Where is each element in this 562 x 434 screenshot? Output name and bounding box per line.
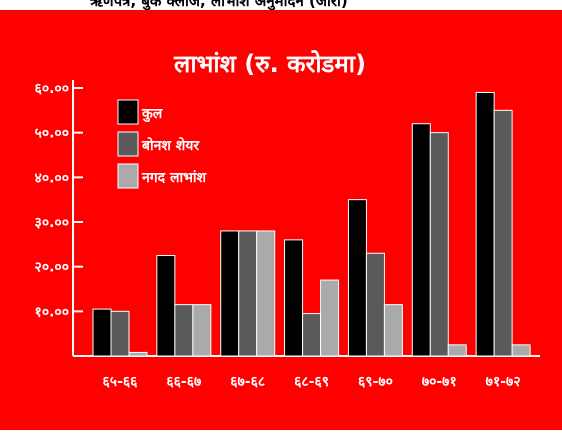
banner-text: ऋणपत्र, बुक क्लोज, लाभांश अनुमोदन (जारी) — [90, 0, 348, 10]
x-tick-label: ६५-६६ — [103, 374, 139, 390]
y-tick-label: ३०.०० — [35, 215, 69, 231]
bar-cash-dividend — [256, 230, 276, 357]
bar-total — [347, 199, 367, 357]
chart-title: लाभांश (रु. करोडमा) — [173, 50, 366, 78]
chart-panel: लाभांश (रु. करोडमा) १०.०० २०.०० ३०.०० ४०.००… — [0, 10, 562, 430]
x-tick-label: ६८-६९ — [294, 374, 329, 390]
legend-label: नगद लाभांश — [141, 170, 207, 186]
bar-total — [92, 308, 112, 357]
x-tick-label: ६७-६८ — [230, 374, 265, 390]
bar-bonus-share — [429, 132, 449, 357]
bar-total — [475, 91, 495, 357]
x-tick-label: ६९-७० — [358, 374, 393, 390]
x-tick-label: ७०-७१ — [422, 374, 457, 390]
y-tick-label: २०.०० — [35, 260, 69, 276]
bar-total — [220, 230, 240, 357]
legend: कुल बोनश शेयर नगद लाभांश — [117, 99, 207, 189]
x-tick-label: ६६-६७ — [166, 374, 201, 390]
bar-total — [156, 255, 176, 357]
bar-total — [411, 123, 431, 357]
bar-cash-dividend — [447, 344, 467, 357]
bar-cash-dividend — [511, 344, 531, 357]
y-tick-label: १०.०० — [35, 304, 69, 320]
dividend-chart: लाभांश (रु. करोडमा) १०.०० २०.०० ३०.०० ४०.००… — [0, 10, 562, 430]
bar-bonus-share — [174, 304, 194, 357]
bar-bonus-share — [238, 230, 258, 357]
y-tick-label: ५०.०० — [35, 126, 69, 142]
bars-group: ६५-६६ ६६-६७ ६७-६८ ६८-६९ ६९-७० ७०-७१ ७१-७२ — [92, 91, 531, 390]
chart-background — [0, 10, 562, 430]
y-tick-label: ४०.०० — [35, 170, 69, 186]
bar-total — [284, 239, 304, 357]
bar-bonus-share — [110, 310, 130, 357]
legend-label: बोनश शेयर — [141, 137, 200, 154]
y-tick-label: ६०.०० — [35, 81, 69, 97]
bar-bonus-share — [493, 109, 513, 357]
legend-label: कुल — [141, 106, 163, 123]
top-banner: ऋणपत्र, बुक क्लोज, लाभांश अनुमोदन (जारी) — [0, 0, 562, 10]
bar-cash-dividend — [192, 304, 212, 357]
bar-bonus-share — [302, 313, 322, 357]
x-tick-label: ७१-७२ — [486, 374, 521, 390]
bar-cash-dividend — [128, 351, 148, 357]
bar-cash-dividend — [383, 304, 403, 357]
legend-swatch — [117, 163, 139, 189]
legend-swatch — [117, 99, 139, 125]
bar-bonus-share — [365, 252, 385, 357]
legend-swatch — [117, 131, 139, 157]
bar-cash-dividend — [320, 279, 340, 357]
